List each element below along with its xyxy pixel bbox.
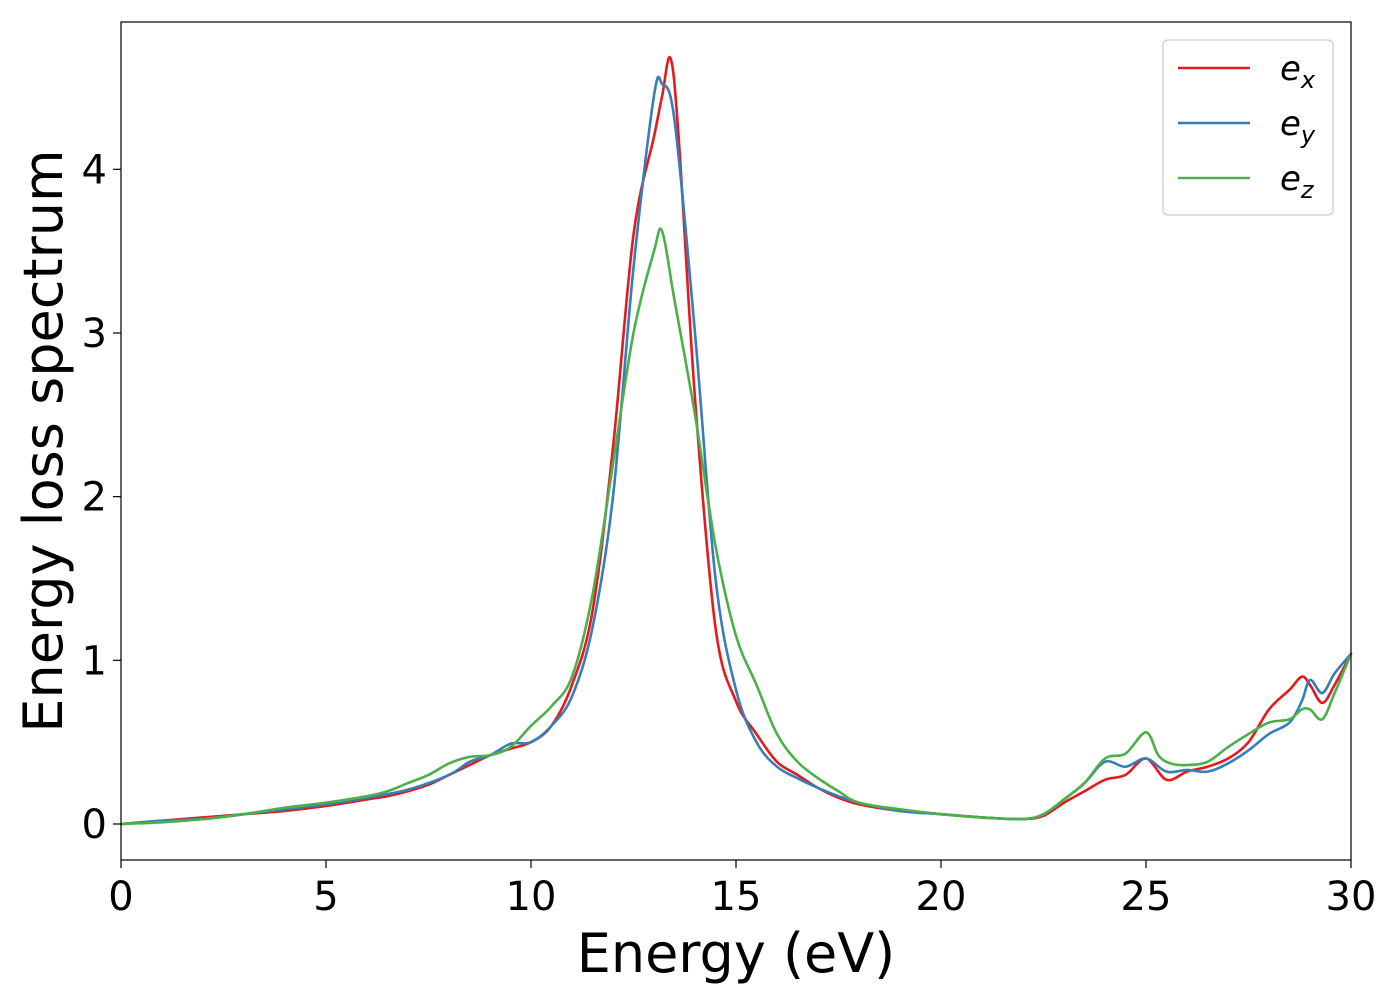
legend-label-subscript: z — [1300, 176, 1315, 204]
series-line-y — [119, 75, 1353, 826]
plot-background — [121, 22, 1351, 860]
series-layer — [119, 55, 1353, 826]
y-tick-label: 1 — [82, 638, 107, 684]
x-axis: 0 5 10 15 20 25 30 — [108, 860, 1376, 920]
series-line-z — [119, 227, 1353, 826]
legend-box — [1162, 39, 1334, 216]
y-tick-label: 2 — [82, 475, 107, 521]
legend-entry-x: ex — [1280, 49, 1316, 94]
legend-label-subscript: x — [1300, 66, 1316, 94]
legend-label-subscript: y — [1300, 121, 1316, 149]
x-tick-label: 0 — [108, 874, 133, 920]
x-tick-label: 25 — [1121, 874, 1172, 920]
y-tick-label: 3 — [82, 311, 107, 357]
x-tick-label: 30 — [1326, 874, 1377, 920]
x-tick-label: 15 — [711, 874, 762, 920]
legend-label-main: e — [1280, 104, 1301, 144]
legend-label-main: e — [1280, 159, 1301, 199]
x-axis-label: Energy (eV) — [577, 922, 896, 985]
y-axis: 0 1 2 3 4 — [82, 147, 121, 848]
x-tick-label: 20 — [916, 874, 967, 920]
x-tick-label: 10 — [506, 874, 557, 920]
legend-label-main: e — [1280, 49, 1301, 89]
x-tick-label: 5 — [313, 874, 338, 920]
y-tick-label: 0 — [82, 802, 107, 848]
y-axis-label: Energy loss spectrum — [12, 149, 75, 732]
legend-entry-y: ey — [1280, 104, 1316, 149]
legend-entry-z: ez — [1280, 159, 1315, 204]
y-tick-label: 4 — [82, 147, 107, 193]
